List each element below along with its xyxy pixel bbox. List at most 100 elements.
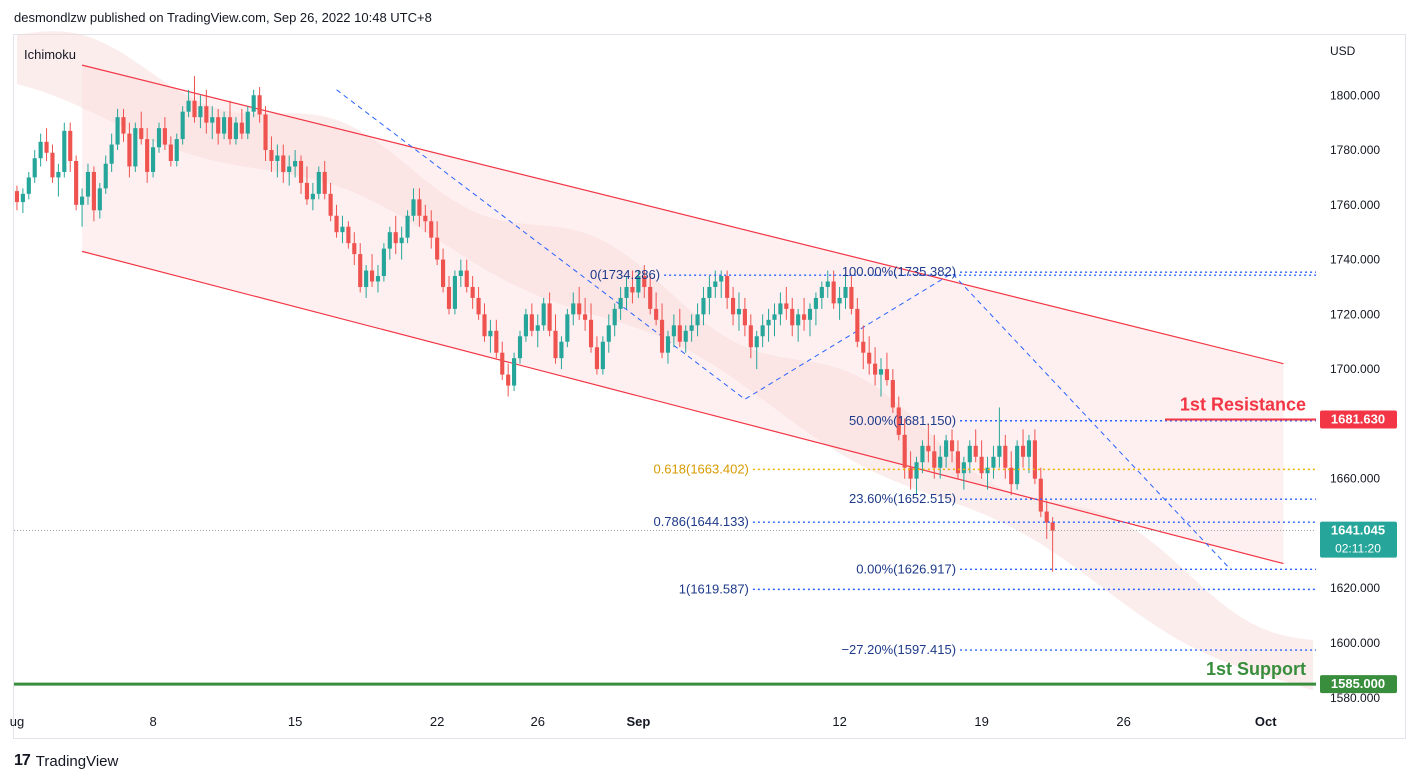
candle-body bbox=[606, 325, 611, 342]
candle-body bbox=[20, 193, 25, 203]
candle-body bbox=[500, 352, 505, 375]
price-chart[interactable]: 0(1734.286) 100.00%(1735.382) 50.00%(1681.… bbox=[0, 0, 1418, 745]
candle-body bbox=[1032, 440, 1037, 479]
candle-body bbox=[162, 128, 167, 145]
candle-body bbox=[884, 369, 890, 381]
candle-body bbox=[192, 100, 197, 118]
candle-body bbox=[145, 139, 150, 172]
candle-body bbox=[967, 445, 972, 463]
candle-body bbox=[275, 155, 280, 161]
fib-level-label: 0(1734.286) bbox=[590, 267, 660, 282]
fib-level-label: 23.60%(1652.515) bbox=[849, 491, 956, 506]
fib-level-label: 0.00%(1626.917) bbox=[856, 561, 956, 576]
channel-lower-line bbox=[81, 250, 1284, 565]
candle-body bbox=[949, 440, 955, 452]
candle-body bbox=[654, 308, 659, 320]
candle-body bbox=[612, 308, 617, 326]
candle-body bbox=[85, 171, 91, 197]
candle-body bbox=[707, 286, 712, 298]
fib-level-label: 0.618(1663.402) bbox=[653, 461, 748, 476]
candle-body bbox=[855, 308, 860, 342]
candle-body bbox=[1038, 478, 1043, 512]
x-tick-label: 26 bbox=[531, 714, 545, 729]
candle-body bbox=[506, 374, 511, 386]
candle-body bbox=[796, 314, 801, 326]
candle-body bbox=[198, 106, 203, 118]
candle-body bbox=[512, 358, 517, 386]
candle-body bbox=[523, 314, 528, 337]
candle-body bbox=[482, 314, 487, 337]
candle-body bbox=[257, 95, 262, 115]
candle-body bbox=[571, 303, 576, 315]
candle-body bbox=[435, 237, 440, 260]
fib-level-label: 0.786(1644.133) bbox=[653, 514, 748, 529]
candle-body bbox=[985, 467, 990, 474]
candle-body bbox=[14, 191, 20, 203]
candle-body bbox=[50, 152, 55, 178]
candle-body bbox=[624, 286, 629, 298]
candle-body bbox=[239, 122, 244, 134]
candle-body bbox=[944, 440, 949, 457]
candle-body bbox=[831, 281, 836, 304]
candle-body bbox=[778, 303, 783, 315]
y-tick-label: 1700.000 bbox=[1330, 362, 1380, 376]
candle-body bbox=[1020, 445, 1026, 457]
currency-label: USD bbox=[1330, 44, 1356, 58]
candle-body bbox=[369, 270, 375, 282]
candle-body bbox=[695, 314, 700, 326]
candle-body bbox=[896, 407, 901, 435]
candle-body bbox=[713, 281, 718, 287]
candle-body bbox=[689, 325, 694, 331]
candle-body bbox=[133, 128, 138, 167]
candle-body bbox=[932, 451, 937, 468]
candle-body bbox=[541, 303, 546, 326]
candle-body bbox=[938, 456, 943, 468]
candle-body bbox=[180, 111, 185, 140]
candle-body bbox=[677, 325, 682, 342]
candle-body bbox=[594, 347, 600, 370]
candle-body bbox=[322, 171, 327, 194]
candle-body bbox=[109, 144, 114, 164]
candle-body bbox=[423, 215, 428, 222]
candle-body bbox=[269, 150, 274, 161]
candle-body bbox=[287, 166, 292, 172]
candle-body bbox=[115, 117, 120, 145]
candle-body bbox=[79, 196, 85, 205]
candle-body bbox=[346, 226, 351, 244]
candle-body bbox=[565, 314, 570, 342]
fib-level-label: 100.00%(1735.382) bbox=[842, 264, 956, 279]
chart-frame bbox=[13, 34, 1406, 739]
y-tick-label: 1720.000 bbox=[1330, 307, 1380, 321]
y-tick-label: 1740.000 bbox=[1330, 253, 1380, 267]
candle-body bbox=[358, 254, 363, 287]
candle-body bbox=[222, 117, 227, 134]
y-tick-label: 1660.000 bbox=[1330, 472, 1380, 486]
candle-body bbox=[411, 199, 416, 216]
candle-body bbox=[648, 286, 653, 309]
candle-body bbox=[618, 297, 623, 309]
fib-level-label: 50.00%(1681.150) bbox=[849, 413, 956, 428]
x-tick-label: 8 bbox=[149, 714, 156, 729]
candle-body bbox=[293, 160, 298, 167]
candle-body bbox=[772, 314, 777, 320]
candle-body bbox=[488, 330, 493, 337]
candle-body bbox=[588, 319, 594, 348]
candle-body bbox=[476, 297, 481, 315]
candle-body bbox=[440, 259, 446, 287]
candle-body bbox=[719, 276, 724, 282]
x-tick-label: ug bbox=[10, 714, 24, 729]
candle-body bbox=[405, 215, 410, 238]
candle-body bbox=[62, 130, 67, 172]
resistance-label: 1st Resistance bbox=[1180, 394, 1306, 414]
candle-body bbox=[920, 445, 925, 463]
y-tick-label: 1580.000 bbox=[1330, 691, 1380, 705]
candle-body bbox=[298, 160, 304, 183]
x-tick-label: 19 bbox=[974, 714, 988, 729]
candle-body bbox=[973, 445, 978, 457]
candle-body bbox=[577, 303, 582, 315]
candle-body bbox=[908, 467, 913, 479]
fib-level-label: −27.20%(1597.415) bbox=[841, 642, 956, 657]
candle-body bbox=[955, 451, 961, 474]
candle-body bbox=[68, 130, 73, 161]
footer-brand: 17 TradingView bbox=[14, 752, 118, 770]
